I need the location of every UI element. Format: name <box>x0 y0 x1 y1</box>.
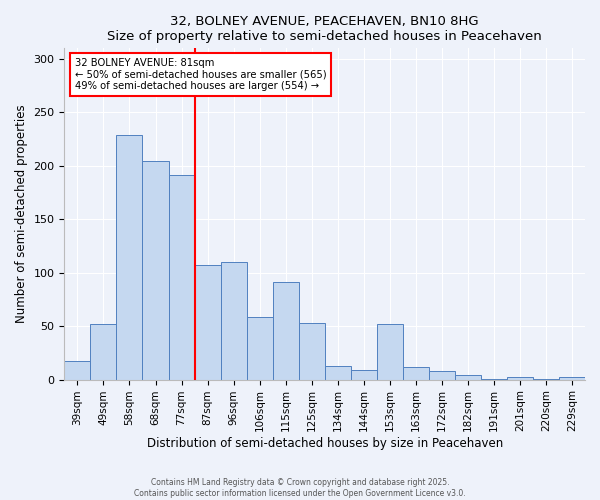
Bar <box>169 176 194 380</box>
Title: 32, BOLNEY AVENUE, PEACEHAVEN, BN10 8HG
Size of property relative to semi-detach: 32, BOLNEY AVENUE, PEACEHAVEN, BN10 8HG … <box>107 15 542 43</box>
Bar <box>221 262 247 380</box>
Bar <box>194 266 221 380</box>
Bar <box>91 324 116 380</box>
Bar <box>481 378 507 380</box>
Bar <box>64 362 91 380</box>
Bar <box>533 378 559 380</box>
Bar <box>507 378 533 380</box>
Bar <box>142 160 169 380</box>
Bar <box>429 371 455 380</box>
Bar <box>116 135 142 380</box>
Bar <box>325 366 351 380</box>
Text: 32 BOLNEY AVENUE: 81sqm
← 50% of semi-detached houses are smaller (565)
49% of s: 32 BOLNEY AVENUE: 81sqm ← 50% of semi-de… <box>75 58 326 92</box>
Bar <box>377 324 403 380</box>
Bar <box>559 378 585 380</box>
Bar <box>403 367 429 380</box>
Bar <box>247 316 272 380</box>
Bar <box>272 282 299 380</box>
Text: Contains HM Land Registry data © Crown copyright and database right 2025.
Contai: Contains HM Land Registry data © Crown c… <box>134 478 466 498</box>
Bar <box>299 323 325 380</box>
Bar <box>351 370 377 380</box>
X-axis label: Distribution of semi-detached houses by size in Peacehaven: Distribution of semi-detached houses by … <box>146 437 503 450</box>
Y-axis label: Number of semi-detached properties: Number of semi-detached properties <box>15 104 28 324</box>
Bar <box>455 376 481 380</box>
